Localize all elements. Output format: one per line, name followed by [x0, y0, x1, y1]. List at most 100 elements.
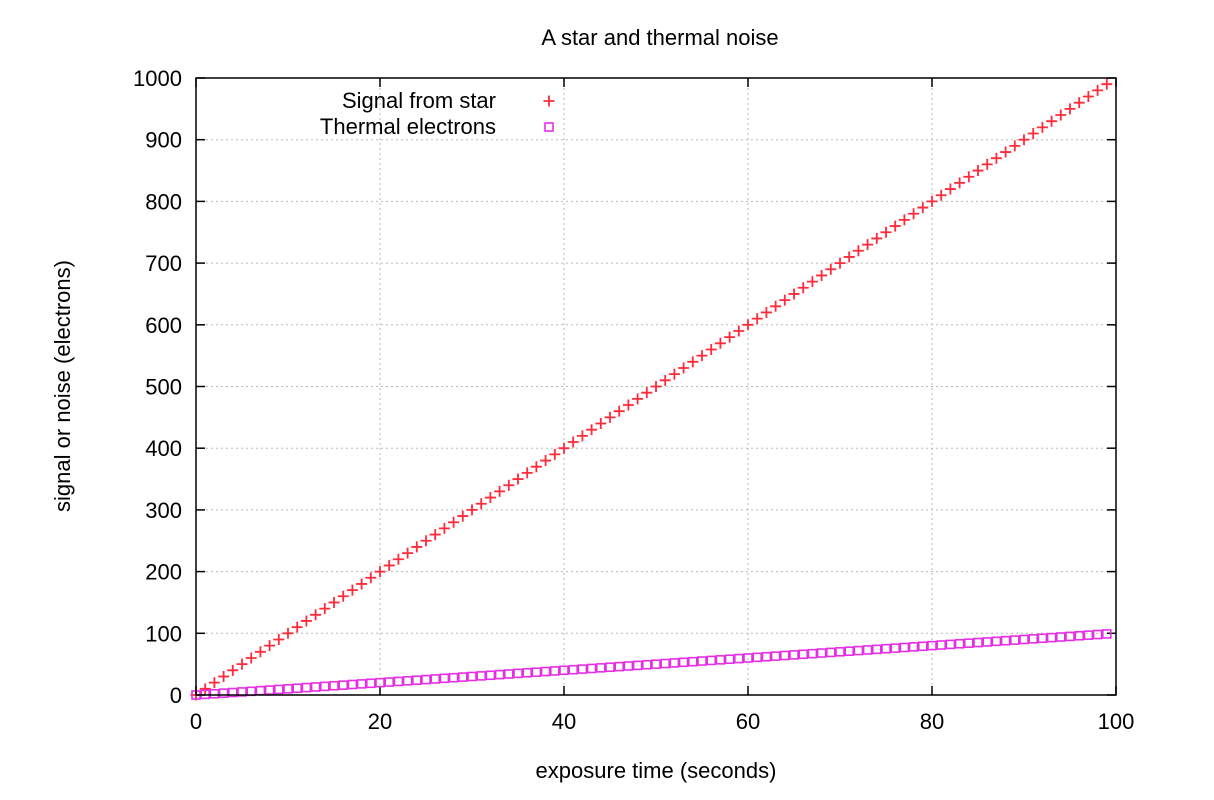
signal-point — [687, 356, 699, 368]
signal-point — [760, 306, 772, 318]
signal-point — [852, 245, 864, 257]
signal-point — [558, 442, 570, 454]
signal-point — [724, 331, 736, 343]
x-tick-label: 60 — [736, 709, 760, 734]
signal-point — [944, 183, 956, 195]
signal-point — [540, 455, 552, 467]
signal-point — [494, 485, 506, 497]
thermal-point — [559, 665, 569, 676]
signal-point — [954, 177, 966, 189]
thermal-point — [733, 653, 744, 664]
thermal-point — [816, 648, 827, 658]
thermal-point — [871, 644, 882, 655]
thermal-point — [402, 676, 413, 686]
signal-point — [816, 269, 828, 281]
data-points — [190, 78, 1113, 701]
thermal-point — [577, 664, 588, 674]
signal-point — [871, 232, 883, 244]
signal-point — [429, 529, 441, 541]
signal-point — [733, 325, 745, 337]
thermal-point — [595, 663, 606, 673]
thermal-point — [724, 654, 735, 665]
signal-point — [1046, 115, 1058, 127]
thermal-point — [973, 637, 983, 648]
thermal-point — [329, 680, 339, 691]
signal-point — [806, 276, 818, 288]
thermal-point — [669, 658, 680, 668]
signal-point — [392, 553, 404, 565]
thermal-point — [752, 652, 763, 663]
thermal-point — [881, 643, 891, 654]
signal-point — [254, 646, 266, 658]
signal-point — [310, 609, 322, 621]
signal-point — [420, 535, 432, 547]
signal-point — [402, 547, 414, 559]
signal-point — [595, 418, 607, 430]
thermal-point — [1000, 635, 1011, 646]
thermal-point — [1009, 635, 1020, 645]
signal-point — [990, 152, 1002, 164]
thermal-point — [467, 671, 477, 682]
signal-point — [208, 677, 220, 689]
signal-point — [273, 633, 285, 645]
thermal-point — [439, 673, 450, 684]
signal-point — [1036, 121, 1048, 133]
thermal-point — [513, 668, 523, 679]
y-axis-label: signal or noise (electrons) — [50, 260, 75, 512]
signal-point — [319, 603, 331, 615]
y-tick-label: 100 — [145, 621, 182, 646]
thermal-point — [273, 684, 284, 695]
thermal-point — [623, 661, 634, 671]
thermal-point — [586, 663, 597, 674]
signal-point — [641, 387, 653, 399]
thermal-point — [1065, 631, 1075, 642]
signal-point — [1064, 103, 1076, 115]
signal-point — [668, 368, 680, 380]
y-tick-label: 800 — [145, 189, 182, 214]
y-tick-label: 600 — [145, 313, 182, 338]
thermal-point — [338, 680, 349, 690]
signal-point — [346, 584, 358, 596]
thermal-point — [209, 688, 220, 699]
signal-point — [291, 621, 303, 633]
signal-point — [549, 448, 561, 460]
y-tick-label: 0 — [170, 683, 182, 708]
thermal-point — [908, 642, 919, 652]
signal-point — [650, 381, 662, 392]
signal-point — [457, 510, 469, 522]
signal-point — [1101, 78, 1113, 90]
signal-point — [300, 615, 312, 627]
thermal-point — [835, 647, 845, 657]
thermal-point — [264, 685, 275, 695]
thermal-point — [457, 672, 468, 682]
thermal-point — [448, 672, 459, 683]
thermal-point — [706, 655, 717, 666]
thermal-point — [485, 670, 496, 681]
thermal-point — [365, 678, 376, 689]
grid — [196, 78, 1116, 695]
signal-point — [622, 399, 634, 411]
thermal-point — [890, 643, 901, 653]
thermal-point — [237, 687, 247, 697]
thermal-point — [540, 666, 551, 677]
signal-point — [751, 313, 763, 325]
thermal-point — [228, 687, 238, 698]
thermal-point — [549, 666, 560, 676]
thermal-point — [917, 641, 928, 652]
legend-label: Thermal electrons — [320, 114, 496, 139]
thermal-point — [651, 659, 661, 669]
signal-point — [696, 350, 708, 362]
thermal-point — [715, 655, 726, 665]
signal-point — [1018, 134, 1030, 146]
signal-point — [834, 257, 846, 269]
thermal-point — [660, 658, 671, 669]
signal-point — [448, 516, 460, 528]
x-tick-label: 20 — [368, 709, 392, 734]
thermal-point — [375, 677, 385, 688]
signal-point — [503, 479, 515, 491]
thermal-point — [568, 664, 579, 675]
thermal-point — [632, 660, 643, 671]
signal-point — [475, 498, 487, 510]
signal-point — [1055, 109, 1067, 121]
thermal-point — [356, 679, 367, 689]
